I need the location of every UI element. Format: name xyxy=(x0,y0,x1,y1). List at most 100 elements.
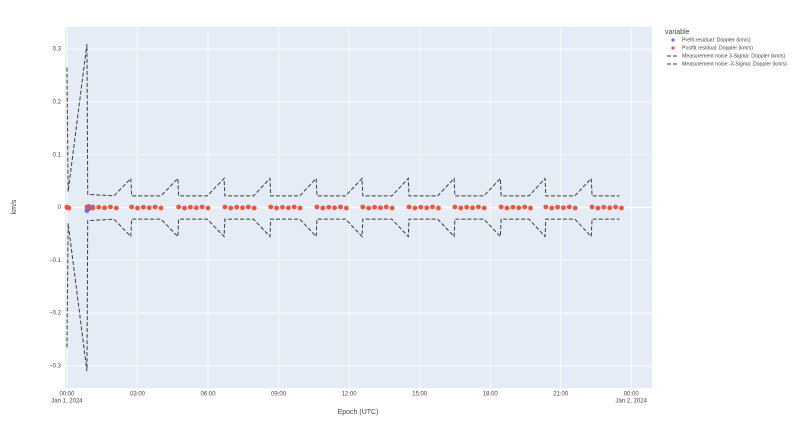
residual-point xyxy=(452,204,458,210)
residual-point xyxy=(406,204,412,210)
residual-point xyxy=(481,205,487,211)
residual-point xyxy=(528,205,533,211)
residual-point xyxy=(549,205,555,211)
legend-symbol xyxy=(671,46,675,50)
x-tick-label: 06:00 xyxy=(201,392,217,398)
legend-symbol xyxy=(671,38,675,42)
y-tick-label: 0.2 xyxy=(53,100,62,106)
residual-point xyxy=(619,205,624,211)
residual-point xyxy=(268,204,274,210)
legend-label: Postfit residual: Doppler (km/s) xyxy=(682,45,753,51)
residual-point xyxy=(113,205,119,211)
noise-line xyxy=(66,43,620,197)
y-tick-label: 0 xyxy=(58,205,62,211)
residual-point xyxy=(66,205,72,211)
residual-point xyxy=(589,204,595,210)
residual-point xyxy=(102,205,107,211)
legend-label: Measurement noise 3-Sigma: Doppler (km/s… xyxy=(682,53,785,59)
residual-point xyxy=(146,205,152,211)
residual-point xyxy=(135,205,140,211)
noise-line xyxy=(66,218,620,372)
residual-point xyxy=(343,205,349,211)
residual-point xyxy=(464,204,470,210)
residual-point xyxy=(96,204,102,210)
residual-point xyxy=(572,205,578,211)
x-tick-label: 12:00 xyxy=(342,392,358,398)
residual-point xyxy=(476,204,481,210)
residual-point xyxy=(516,205,522,211)
residual-point xyxy=(205,205,211,211)
residual-point xyxy=(424,205,430,211)
residual-point xyxy=(129,204,135,210)
residual-point xyxy=(199,204,205,210)
residual-point xyxy=(234,204,240,210)
residual-point xyxy=(595,205,601,211)
residual-point xyxy=(389,205,395,211)
residual-point xyxy=(566,204,572,210)
residual-point xyxy=(510,204,516,210)
residual-point xyxy=(378,205,383,211)
residual-point xyxy=(601,204,607,210)
y-tick-label: 0.3 xyxy=(53,47,62,53)
residual-point xyxy=(158,205,164,211)
residual-point xyxy=(561,205,566,211)
residual-point xyxy=(555,204,560,210)
residual-point xyxy=(245,204,251,210)
residual-point xyxy=(470,205,475,211)
residual-point xyxy=(291,204,297,210)
residual-point xyxy=(176,204,182,210)
x-tick-label: 21:00 xyxy=(553,392,569,398)
residual-point xyxy=(430,204,435,210)
residual-point xyxy=(320,205,326,211)
residual-point xyxy=(383,204,389,210)
x-tick-label: 00:00 xyxy=(59,392,75,398)
y-tick-label: −0.2 xyxy=(49,311,62,317)
x-tick-sublabel: Jan 1, 2024 xyxy=(51,399,83,405)
residual-point xyxy=(140,204,146,210)
y-tick-label: 0.1 xyxy=(53,152,62,158)
residual-point xyxy=(332,205,337,211)
residual-point xyxy=(84,204,90,210)
residual-point xyxy=(152,204,158,210)
residual-point xyxy=(280,204,285,210)
residual-point xyxy=(187,204,193,210)
residual-point xyxy=(297,205,303,211)
residual-point xyxy=(108,204,113,210)
residual-point xyxy=(228,205,234,211)
x-tick-label: 15:00 xyxy=(412,392,428,398)
residual-point xyxy=(418,204,424,210)
residual-point xyxy=(412,205,418,211)
legend-title: variable xyxy=(665,29,690,36)
residual-point xyxy=(543,204,549,210)
y-tick-label: −0.1 xyxy=(49,258,62,264)
residual-point xyxy=(458,205,464,211)
residual-point xyxy=(607,205,613,211)
y-tick-label: −0.3 xyxy=(49,363,62,369)
legend-label: Prefit residual: Doppler (km/s) xyxy=(682,37,751,43)
residual-point xyxy=(251,205,257,211)
residual-point xyxy=(285,205,291,211)
x-tick-label: 18:00 xyxy=(483,392,499,398)
y-axis-title: km/s xyxy=(11,199,18,214)
residual-point xyxy=(222,204,228,210)
residual-point xyxy=(613,204,618,210)
residual-point xyxy=(360,204,366,210)
residual-point xyxy=(240,205,245,211)
x-tick-label: 00:00 xyxy=(624,392,640,398)
x-tick-sublabel: Jan 2, 2024 xyxy=(616,399,648,405)
residual-point xyxy=(504,205,510,211)
residual-point xyxy=(314,204,320,210)
residual-point xyxy=(182,205,187,211)
residual-point xyxy=(498,204,504,210)
residual-point xyxy=(366,205,372,211)
residual-point xyxy=(436,205,441,211)
residual-point xyxy=(274,205,280,211)
x-axis-title: Epoch (UTC) xyxy=(338,409,379,416)
residual-point xyxy=(193,205,199,211)
residual-point xyxy=(90,205,96,211)
residual-point xyxy=(326,204,332,210)
x-tick-label: 03:00 xyxy=(130,392,146,398)
residual-point xyxy=(522,204,528,210)
